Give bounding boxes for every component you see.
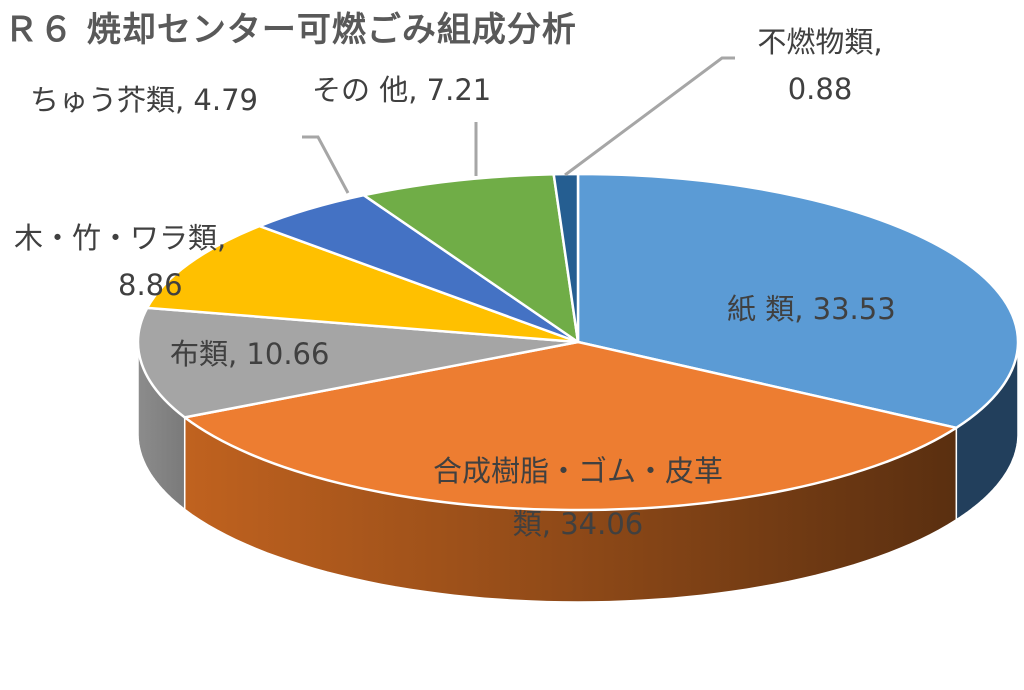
leader-line-funen xyxy=(564,56,735,177)
data-label-other: その 他, 7.21 xyxy=(312,73,492,107)
chart-title: Ｒ６ 焼却センター可燃ごみ組成分析 xyxy=(4,10,577,50)
leader-line-chuukai xyxy=(302,135,350,194)
data-label-paper: 紙 類, 33.53 xyxy=(727,292,896,326)
pie-slice-paper xyxy=(576,172,1020,430)
data-label-plastic-line1: 合成樹脂・ゴム・皮革 xyxy=(432,454,723,488)
data-label-wood-line1: 木・竹・ワラ類, xyxy=(14,221,227,255)
data-label-wood-line2: 8.86 xyxy=(118,268,183,303)
data-label-cloth: 布類, 10.66 xyxy=(170,337,330,371)
pie-slice-wood xyxy=(145,224,580,344)
data-label-noncombustible: 不燃物類, 0.88 xyxy=(735,25,905,107)
pie-slice-cloth xyxy=(136,306,580,419)
data-label-plastic-line2: 類, 34.06 xyxy=(512,507,644,542)
data-label-wood: 木・竹・ワラ類, 8.86 xyxy=(14,221,227,303)
pie-slice-plastic xyxy=(183,340,958,512)
data-label-plastic: 合成樹脂・ゴム・皮革 類, 34.06 xyxy=(388,454,768,542)
pie-slice-other xyxy=(362,173,580,344)
pie-slices xyxy=(136,172,1020,512)
data-label-noncombustible-line1: 不燃物類, xyxy=(757,25,883,59)
data-label-kitchen-waste: ちゅう芥類, 4.79 xyxy=(30,83,259,117)
leader-lines xyxy=(302,56,735,194)
data-label-noncombustible-line2: 0.88 xyxy=(787,72,853,107)
